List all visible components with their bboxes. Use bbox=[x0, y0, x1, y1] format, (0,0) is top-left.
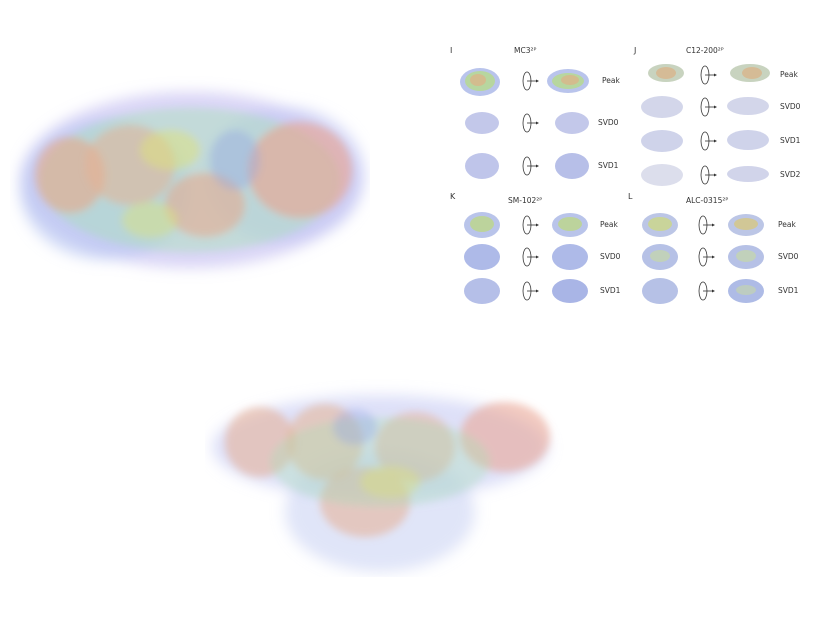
density-render-left bbox=[464, 244, 500, 270]
density-render-right bbox=[555, 112, 589, 134]
density-render-left bbox=[642, 213, 678, 237]
row-label: Peak bbox=[600, 220, 618, 229]
panel-letter: J bbox=[634, 46, 637, 55]
density-render-right bbox=[555, 153, 589, 179]
row-label: SVD1 bbox=[778, 286, 799, 295]
density-render-right bbox=[552, 244, 588, 270]
density-render-right bbox=[728, 214, 764, 236]
panel-l: L ALC-0315²ᴾ Peak SVD0 SVD1 bbox=[628, 192, 813, 337]
density-render-right bbox=[728, 245, 764, 269]
rotate-icon bbox=[522, 156, 539, 176]
panel-i: I MC3²ᴾ Peak SVD0 SVD1 bbox=[450, 46, 635, 191]
panel-row: SVD1 bbox=[634, 126, 813, 160]
density-render-left bbox=[641, 96, 683, 118]
density-render-right bbox=[730, 64, 770, 82]
panel-row: Peak bbox=[634, 60, 813, 94]
row-label: SVD0 bbox=[778, 252, 799, 261]
density-render-left bbox=[642, 244, 678, 270]
density-render-left bbox=[460, 68, 500, 96]
panel-letter: I bbox=[450, 46, 453, 55]
panel-row: SVD0 bbox=[450, 242, 635, 276]
rotate-icon bbox=[522, 247, 539, 267]
panel-row: SVD1 bbox=[450, 151, 635, 185]
row-label: SVD1 bbox=[598, 161, 619, 170]
density-render-left bbox=[648, 64, 684, 82]
row-label: SVD0 bbox=[598, 118, 619, 127]
bottom-density-render bbox=[205, 372, 570, 577]
rotate-icon bbox=[522, 215, 539, 235]
rotate-icon bbox=[698, 215, 715, 235]
panel-row: Peak bbox=[450, 210, 635, 244]
panel-j: J C12-200²ᴾ Peak SVD0 SVD1 SVD2 bbox=[634, 46, 813, 196]
density-render-right bbox=[727, 166, 769, 182]
density-render-left bbox=[464, 278, 500, 304]
row-label: SVD0 bbox=[780, 102, 801, 111]
panel-row: SVD2 bbox=[634, 160, 813, 194]
rotate-icon bbox=[698, 247, 715, 267]
panel-row: SVD1 bbox=[450, 276, 635, 310]
panel-letter: K bbox=[450, 192, 456, 201]
panel-row: SVD0 bbox=[628, 242, 813, 276]
panel-title: SM-102²ᴾ bbox=[508, 196, 543, 205]
rotate-icon bbox=[522, 71, 539, 91]
density-render-left bbox=[642, 278, 678, 304]
panel-title: MC3²ᴾ bbox=[514, 46, 537, 55]
density-render-right bbox=[727, 97, 769, 115]
row-label: Peak bbox=[780, 70, 798, 79]
row-label: SVD1 bbox=[780, 136, 801, 145]
rotate-icon bbox=[698, 281, 715, 301]
density-render-left bbox=[465, 153, 499, 179]
panel-row: SVD0 bbox=[634, 92, 813, 126]
density-render-right bbox=[727, 130, 769, 150]
panel-row: Peak bbox=[628, 210, 813, 244]
density-render-left bbox=[641, 130, 683, 152]
density-render-right bbox=[728, 279, 764, 303]
panel-k: K SM-102²ᴾ Peak SVD0 SVD1 bbox=[450, 192, 635, 337]
panel-title: ALC-0315²ᴾ bbox=[686, 196, 729, 205]
rotate-icon bbox=[700, 165, 717, 185]
row-label: Peak bbox=[778, 220, 796, 229]
panel-row: SVD0 bbox=[450, 108, 635, 142]
density-render-left bbox=[464, 212, 500, 238]
panel-row: Peak bbox=[450, 66, 635, 100]
density-render-right bbox=[552, 279, 588, 303]
density-render-right bbox=[552, 213, 588, 237]
rotate-icon bbox=[700, 97, 717, 117]
rotate-icon bbox=[522, 113, 539, 133]
panel-title: C12-200²ᴾ bbox=[686, 46, 724, 55]
row-label: Peak bbox=[602, 76, 620, 85]
row-label: SVD0 bbox=[600, 252, 621, 261]
panel-letter: L bbox=[628, 192, 633, 201]
rotate-icon bbox=[700, 65, 717, 85]
rotate-icon bbox=[700, 131, 717, 151]
row-label: SVD1 bbox=[600, 286, 621, 295]
density-render-left bbox=[641, 164, 683, 186]
rotate-icon bbox=[522, 281, 539, 301]
panel-row: SVD1 bbox=[628, 276, 813, 310]
density-render-right bbox=[547, 69, 589, 93]
large-density-render bbox=[10, 70, 370, 285]
row-label: SVD2 bbox=[780, 170, 801, 179]
density-render-left bbox=[465, 112, 499, 134]
